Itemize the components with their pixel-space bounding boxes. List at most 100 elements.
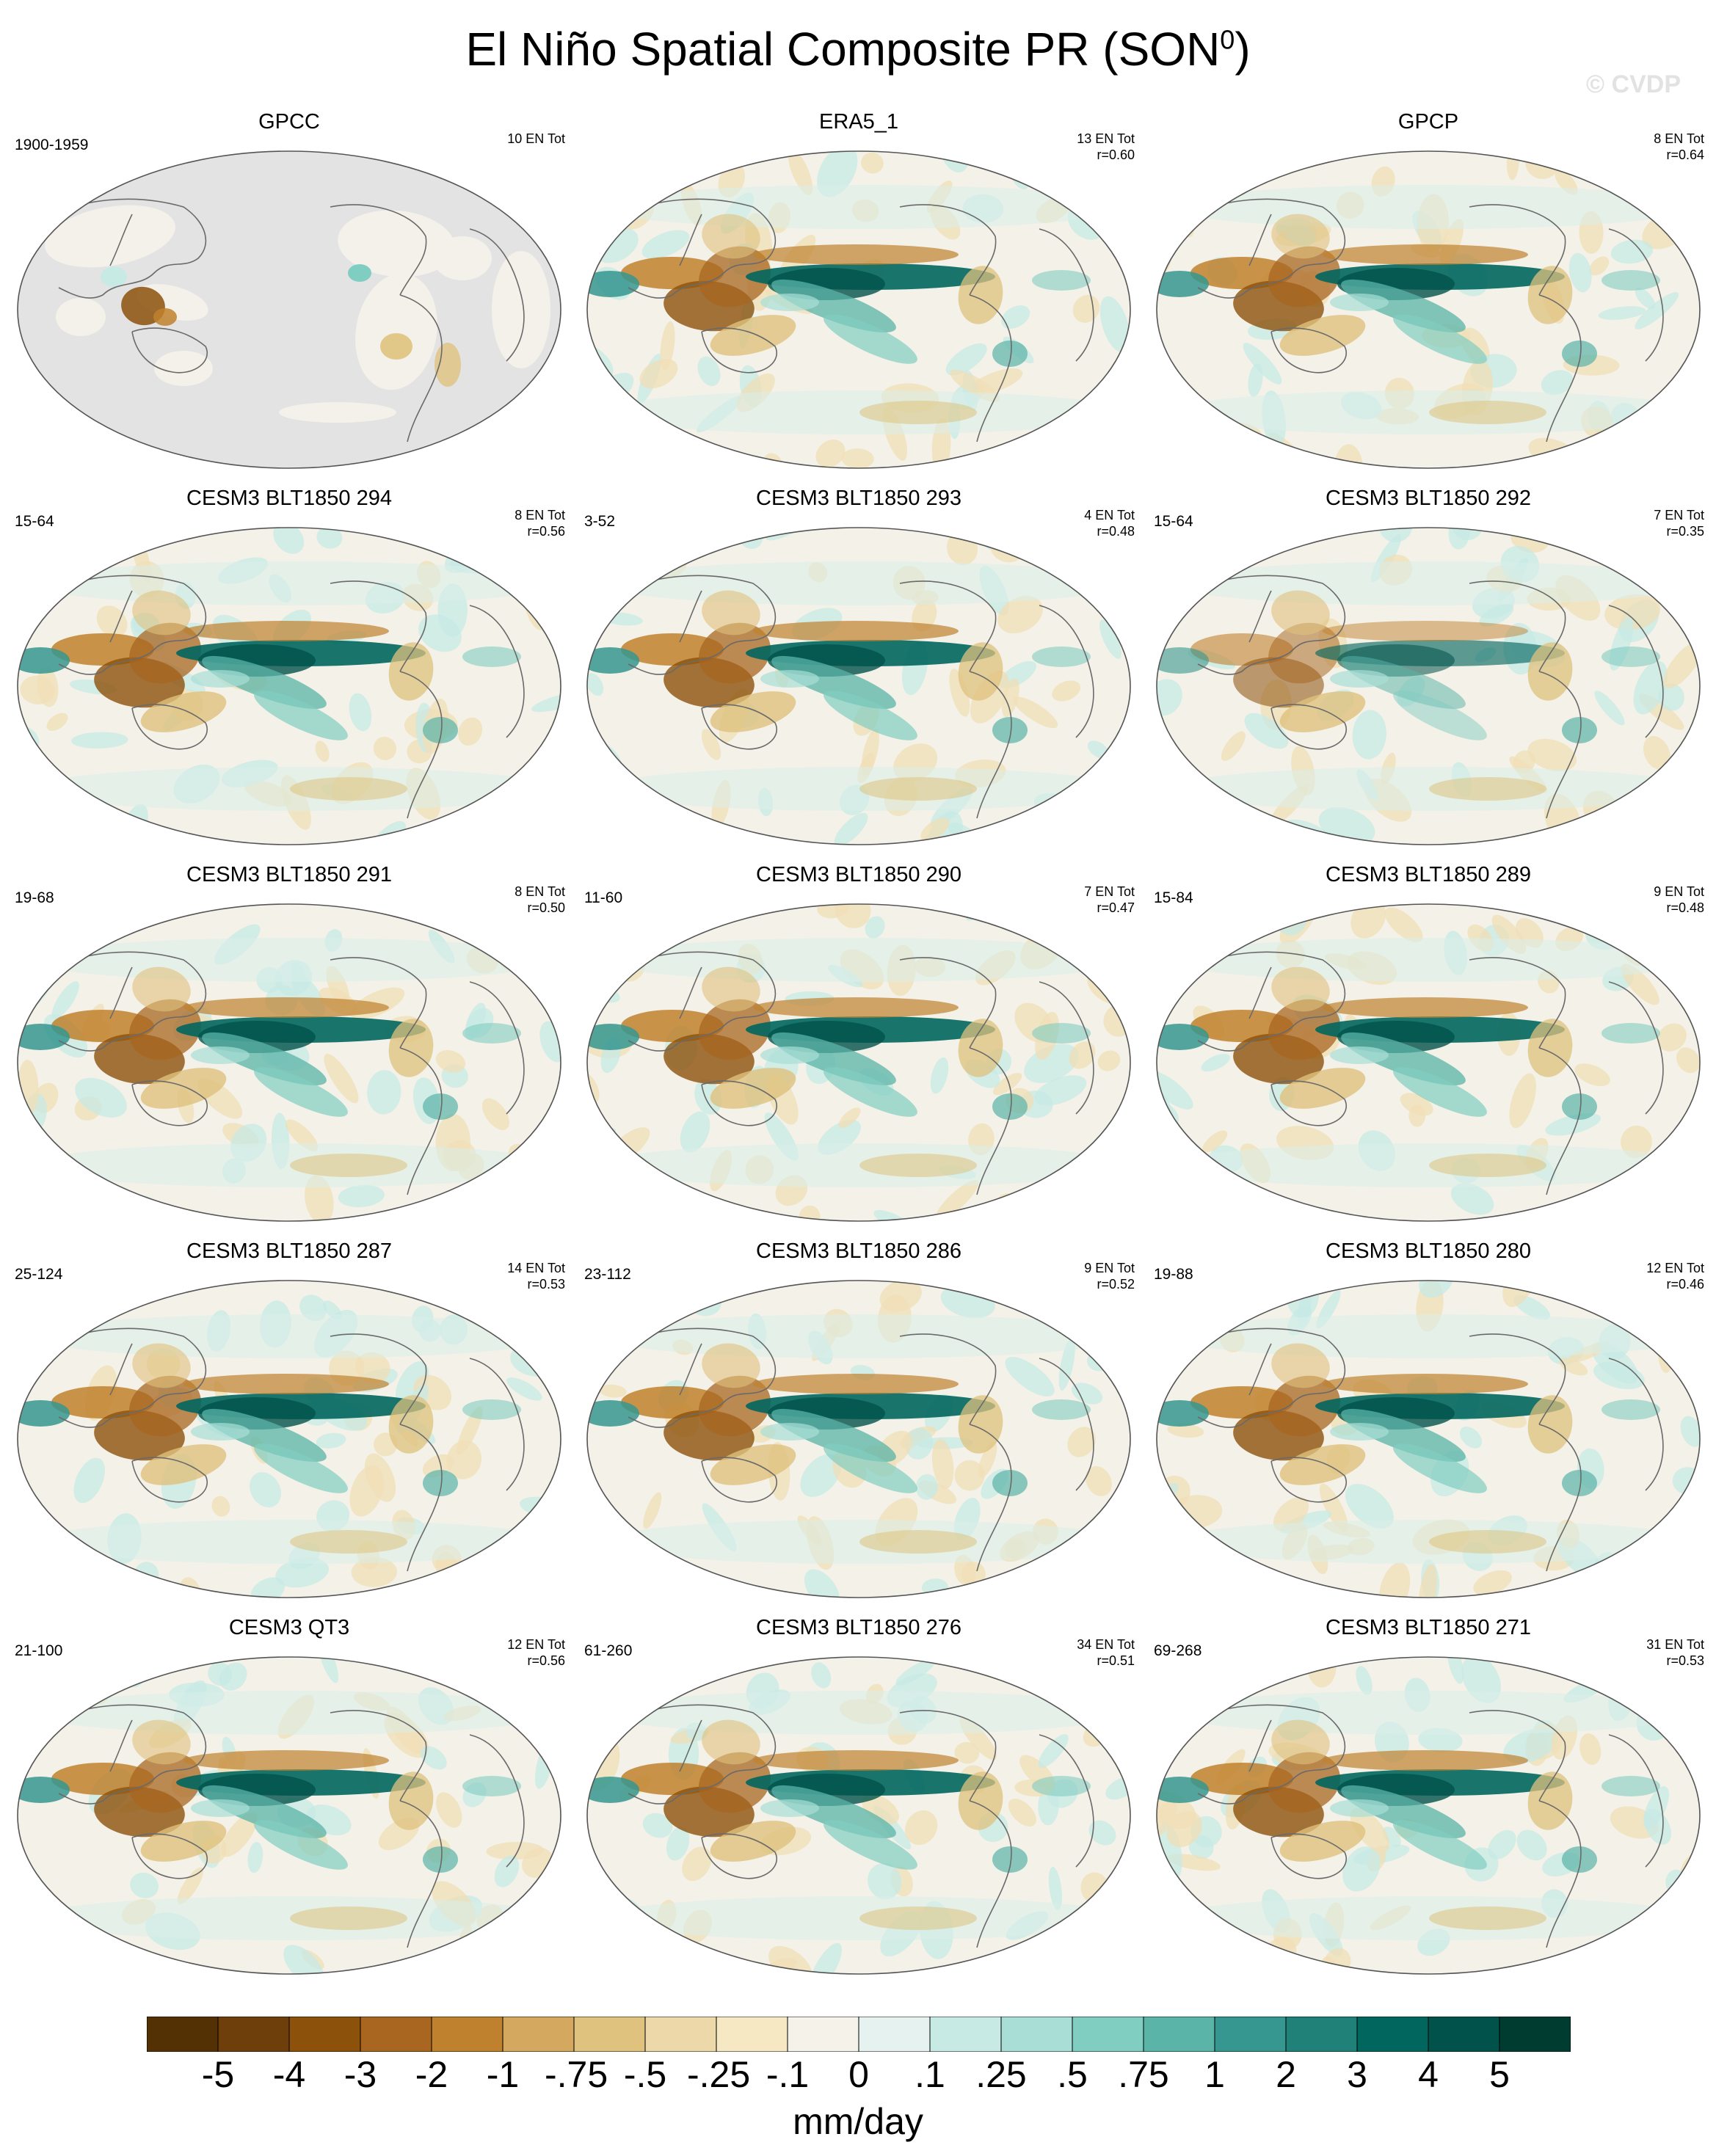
noise-patch xyxy=(1077,564,1111,588)
coastline xyxy=(1039,228,1094,362)
noise-patch xyxy=(1157,188,1189,226)
coastline xyxy=(1182,1328,1346,1428)
wet-anomaly xyxy=(1341,1408,1466,1463)
dry-anomaly xyxy=(859,1530,977,1554)
wet-anomaly xyxy=(760,1046,819,1064)
coastline xyxy=(131,327,208,374)
panel-stats: 9 EN Tot r=0.52 xyxy=(1084,1260,1135,1292)
panel-title: CESM3 BLT1850 286 xyxy=(756,1239,961,1263)
dry-anomaly xyxy=(1429,1530,1546,1554)
noise-patch xyxy=(487,1281,531,1322)
dry-anomaly xyxy=(129,1375,201,1437)
noise-patch xyxy=(1077,528,1121,556)
dry-anomaly xyxy=(51,1386,154,1418)
dry-anomaly xyxy=(290,777,407,801)
noise-patch xyxy=(1096,1317,1128,1349)
coastline xyxy=(679,966,702,1019)
dry-anomaly xyxy=(621,1010,724,1042)
noise-patch xyxy=(250,1472,281,1508)
noise-patch xyxy=(861,152,884,174)
event-count: 8 EN Tot xyxy=(1654,131,1704,146)
colorbar-segment xyxy=(1356,2017,1429,2052)
noise-patch xyxy=(1157,679,1182,716)
coastline xyxy=(701,1080,777,1126)
noise-patch xyxy=(1447,1657,1464,1684)
noise-patch xyxy=(1635,292,1679,329)
noise-patch xyxy=(1473,1570,1512,1595)
panel-years: 15-84 xyxy=(1154,889,1193,906)
map-border xyxy=(1156,527,1701,845)
coastline xyxy=(469,1358,525,1491)
coastline xyxy=(330,957,427,1049)
precip-anomaly-map xyxy=(17,1280,561,1598)
noise-patch xyxy=(177,1867,203,1904)
noise-patch xyxy=(1068,1299,1099,1333)
dry-anomaly xyxy=(1429,777,1546,801)
noise-patch xyxy=(614,1281,653,1300)
noise-patch xyxy=(490,1686,526,1706)
coastline xyxy=(1608,605,1664,738)
noise-patch xyxy=(589,938,624,973)
panel-stats: 7 EN Tot r=0.35 xyxy=(1654,507,1704,539)
map-panel: GPCP 8 EN Tot r=0.64 xyxy=(1149,110,1707,477)
coastline xyxy=(399,1047,443,1195)
dry-anomaly xyxy=(1429,1154,1546,1177)
wet-anomaly xyxy=(992,340,1028,367)
noise-patch xyxy=(1244,713,1289,749)
wet-anomaly xyxy=(587,1024,639,1050)
dry-anomaly xyxy=(1527,1019,1573,1077)
panel-title: CESM3 BLT1850 294 xyxy=(186,487,392,510)
noise-patch xyxy=(1541,370,1574,396)
wet-anomaly xyxy=(1032,1776,1091,1796)
wet-anomaly xyxy=(1562,717,1597,743)
pattern-correlation: r=0.51 xyxy=(1097,1653,1135,1668)
panel-stats: 4 EN Tot r=0.48 xyxy=(1084,507,1135,539)
noise-patch xyxy=(68,1948,125,1969)
noise-patch xyxy=(655,528,683,551)
dry-anomaly xyxy=(1271,590,1330,635)
pattern-correlation: r=0.53 xyxy=(1666,1653,1704,1668)
coastline xyxy=(1248,590,1272,643)
noise-patch xyxy=(1574,1063,1610,1087)
map-panel: CESM3 BLT1850 287 25-124 14 EN Tot r=0.5… xyxy=(10,1239,568,1606)
coastline xyxy=(1608,228,1664,362)
panel-title: CESM3 BLT1850 276 xyxy=(756,1616,961,1639)
coastline xyxy=(399,1800,443,1948)
colorbar-tick-label: -.75 xyxy=(545,2054,608,2095)
wet-anomaly xyxy=(1157,1024,1209,1050)
noise-patch xyxy=(800,1454,842,1497)
coastline xyxy=(469,981,525,1115)
panel-years: 19-88 xyxy=(1154,1266,1193,1283)
precip-anomaly-map xyxy=(17,903,561,1222)
noise-patch xyxy=(18,1555,43,1588)
precip-anomaly-map xyxy=(586,527,1131,845)
coastline xyxy=(899,204,997,296)
coastline xyxy=(399,671,443,819)
noise-patch xyxy=(23,1132,45,1162)
noise-patch xyxy=(446,1440,482,1479)
wet-anomaly xyxy=(1393,1067,1487,1117)
noise-patch xyxy=(1378,528,1413,542)
coastline xyxy=(1608,1358,1664,1491)
dry-anomaly xyxy=(51,1763,154,1795)
coastline xyxy=(679,214,702,266)
noise-patch xyxy=(1157,1281,1199,1294)
noise-patch xyxy=(1248,363,1263,397)
wet-anomaly xyxy=(191,1046,250,1064)
noise-patch xyxy=(587,422,612,441)
noise-patch xyxy=(815,439,846,468)
noise-patch xyxy=(1459,1426,1483,1449)
wet-anomaly xyxy=(587,271,639,297)
noise-patch xyxy=(1157,910,1191,926)
coastline xyxy=(330,580,427,672)
noise-patch xyxy=(1157,1801,1177,1842)
colorbar-segment xyxy=(1214,2017,1287,2052)
noise-patch xyxy=(1334,444,1364,468)
noise-patch xyxy=(587,1121,604,1153)
wet-anomaly xyxy=(191,670,250,688)
noise-patch xyxy=(587,1661,608,1706)
dry-anomaly xyxy=(753,244,959,265)
dry-anomaly xyxy=(699,999,771,1060)
dry-anomaly xyxy=(290,1530,407,1554)
dry-anomaly xyxy=(958,1395,1003,1454)
